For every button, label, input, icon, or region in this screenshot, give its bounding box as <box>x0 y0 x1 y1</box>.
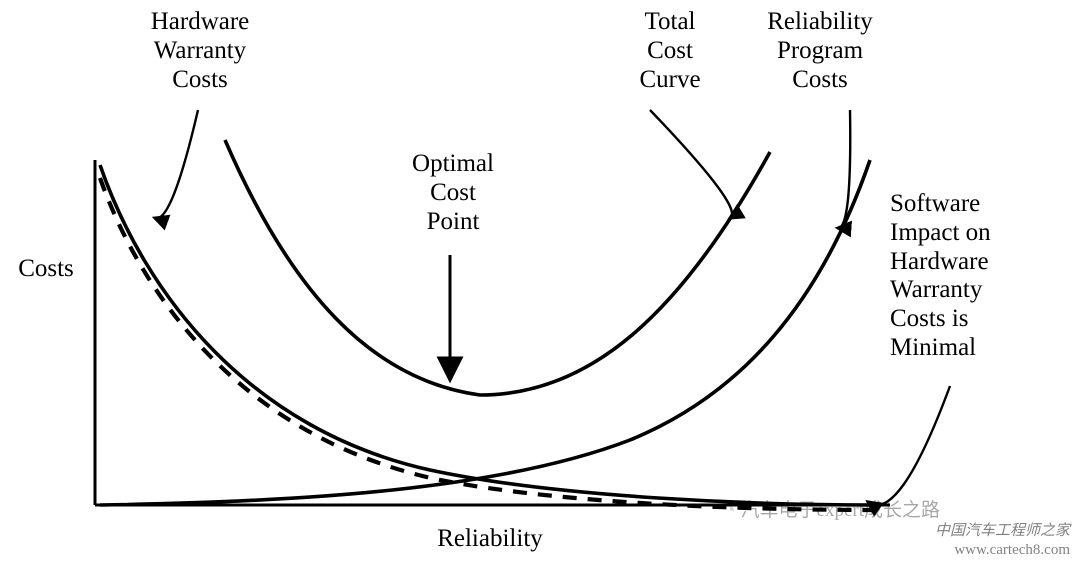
y-axis-label: Costs <box>6 255 86 284</box>
watermark-wechat: ◔ 汽车电子expert成长之路 <box>600 495 940 522</box>
callout-software-impact: SoftwareImpact onHardwareWarrantyCosts i… <box>890 190 1060 363</box>
watermark-site-line2: www.cartech8.com <box>800 541 1070 560</box>
callout-total-cost: TotalCostCurve <box>620 8 720 94</box>
callout-hardware-warranty: HardwareWarrantyCosts <box>130 8 270 94</box>
callout-optimal-point: OptimalCostPoint <box>398 150 508 236</box>
callout-reliability-program: ReliabilityProgramCosts <box>750 8 890 94</box>
x-axis-label: Reliability <box>380 525 600 554</box>
watermark-site: 中国汽车工程师之家 www.cartech8.com <box>800 522 1070 560</box>
y-axis-label-text: Costs <box>18 255 74 282</box>
x-axis-label-text: Reliability <box>437 525 543 552</box>
chart-container: Costs Reliability HardwareWarrantyCosts … <box>0 0 1080 587</box>
watermark-wechat-text: 汽车电子expert成长之路 <box>741 500 940 521</box>
watermark-site-line1: 中国汽车工程师之家 <box>935 523 1070 539</box>
